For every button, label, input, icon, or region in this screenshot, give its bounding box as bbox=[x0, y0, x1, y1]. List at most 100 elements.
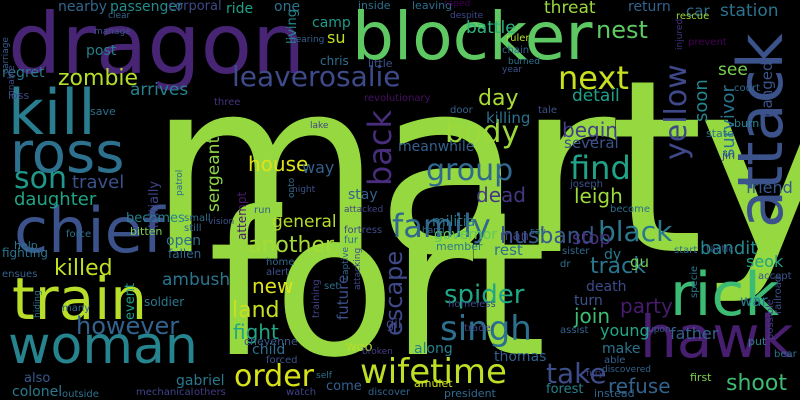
cloud-word: dy bbox=[604, 247, 622, 263]
cloud-word: order bbox=[234, 359, 314, 394]
cloud-word: also bbox=[24, 371, 51, 386]
cloud-word: discover bbox=[368, 387, 411, 398]
cloud-word: shoot bbox=[726, 371, 787, 396]
cloud-word: unable bbox=[7, 65, 17, 96]
cloud-word: lake bbox=[310, 121, 329, 131]
cloud-word: nest bbox=[596, 16, 648, 44]
cloud-word: revolutionary bbox=[364, 93, 431, 104]
cloud-word: patrol bbox=[175, 169, 185, 196]
cloud-word: corporal bbox=[168, 0, 222, 14]
cloud-word: fury bbox=[586, 369, 604, 379]
cloud-word: turn bbox=[574, 293, 603, 309]
cloud-word: day bbox=[478, 86, 519, 111]
cloud-word: woman bbox=[8, 316, 198, 376]
cloud-word: broken bbox=[362, 347, 393, 357]
cloud-word: find bbox=[570, 149, 631, 187]
cloud-word: gabriel bbox=[176, 373, 225, 389]
cloud-word: young bbox=[600, 321, 650, 340]
cloud-word: clear bbox=[108, 11, 131, 21]
cloud-word: rick bbox=[670, 260, 780, 330]
cloud-word: back bbox=[361, 109, 399, 186]
cloud-word: party bbox=[620, 294, 673, 318]
cloud-word: self bbox=[316, 371, 332, 381]
cloud-word: fortress bbox=[344, 225, 383, 236]
cloud-word: way bbox=[302, 158, 335, 177]
cloud-word: homeless bbox=[448, 299, 496, 310]
cloud-word: ambush bbox=[162, 270, 231, 290]
cloud-word: others bbox=[194, 387, 226, 398]
cloud-word: vision bbox=[208, 217, 235, 227]
cloud-word: kill bbox=[8, 76, 96, 149]
cloud-word: set bbox=[324, 281, 340, 292]
cloud-word: track bbox=[590, 254, 646, 279]
cloud-word: stop bbox=[572, 228, 611, 249]
cloud-word: hearing bbox=[290, 35, 325, 45]
cloud-word: killed bbox=[54, 256, 113, 281]
cloud-word: another bbox=[248, 233, 335, 258]
cloud-word: joseph bbox=[570, 179, 603, 190]
cloud-word: president bbox=[444, 387, 496, 400]
cloud-word: alert bbox=[266, 267, 290, 278]
cloud-word: court bbox=[734, 83, 760, 94]
cloud-word: killing bbox=[486, 109, 531, 127]
cloud-word: night bbox=[292, 185, 316, 195]
cloud-word: child bbox=[252, 342, 286, 358]
cloud-word: next bbox=[558, 59, 629, 97]
cloud-word: nearby bbox=[58, 0, 107, 15]
cloud-word: mechanical bbox=[136, 387, 194, 398]
cloud-word: small bbox=[184, 213, 211, 224]
cloud-word: body bbox=[445, 115, 520, 150]
cloud-word: battle bbox=[466, 18, 516, 38]
cloud-word: group bbox=[426, 153, 514, 188]
cloud-word: seok bbox=[746, 252, 784, 271]
cloud-word: singh bbox=[440, 309, 532, 349]
cloud-word: stay bbox=[348, 187, 378, 203]
cloud-word: trader bbox=[464, 323, 495, 334]
cloud-word: amulet bbox=[414, 377, 453, 390]
cloud-word: fight bbox=[233, 320, 279, 344]
cloud-word: hawk bbox=[640, 303, 794, 371]
cloud-word: ross bbox=[10, 121, 125, 186]
cloud-word: zombie bbox=[58, 66, 139, 91]
cloud-word: chain bbox=[502, 45, 530, 56]
cloud-word: land bbox=[232, 298, 280, 323]
cloud-word: yellow bbox=[659, 64, 694, 160]
cloud-word: little bbox=[368, 57, 393, 70]
cloud-word: gu bbox=[630, 253, 650, 271]
cloud-word: fort bbox=[208, 169, 546, 400]
cloud-word: rescue bbox=[676, 11, 710, 22]
cloud-word: three bbox=[214, 97, 241, 108]
cloud-word: force bbox=[66, 229, 92, 240]
cloud-word: leaverosalie bbox=[232, 60, 401, 93]
cloud-word: specie bbox=[689, 265, 700, 298]
cloud-word: forest bbox=[546, 382, 584, 397]
cloud-word: sister bbox=[562, 246, 590, 257]
cloud-word: new bbox=[252, 274, 294, 298]
cloud-word: husband bbox=[500, 224, 595, 249]
cloud-word: dead bbox=[476, 183, 526, 207]
cloud-word: soon bbox=[691, 79, 712, 122]
cloud-word: woo bbox=[346, 340, 373, 355]
cloud-word: ensues bbox=[2, 269, 38, 280]
cloud-word: event bbox=[123, 282, 138, 320]
cloud-word: ruler bbox=[506, 33, 530, 44]
cloud-word: several bbox=[564, 134, 619, 152]
cloud-word: come bbox=[326, 379, 362, 394]
cloud-word: bandit bbox=[700, 238, 758, 259]
cloud-word: attempt bbox=[235, 191, 249, 240]
cloud-word: help bbox=[14, 239, 38, 252]
cloud-word: chief bbox=[14, 194, 165, 267]
cloud-word: station bbox=[720, 1, 779, 21]
cloud-word: wifetime bbox=[360, 352, 507, 392]
cloud-word: post bbox=[86, 43, 117, 59]
cloud-word: prevent bbox=[688, 37, 727, 48]
cloud-word: car bbox=[686, 2, 710, 20]
cloud-word: injured bbox=[675, 18, 685, 50]
cloud-word: attacking bbox=[353, 247, 363, 290]
cloud-word: loss bbox=[8, 89, 30, 102]
cloud-word: captive bbox=[341, 246, 351, 280]
cloud-word: marty bbox=[148, 28, 800, 308]
cloud-word: many bbox=[62, 303, 91, 314]
cloud-word: see bbox=[718, 60, 748, 80]
cloud-word: general bbox=[272, 212, 337, 232]
